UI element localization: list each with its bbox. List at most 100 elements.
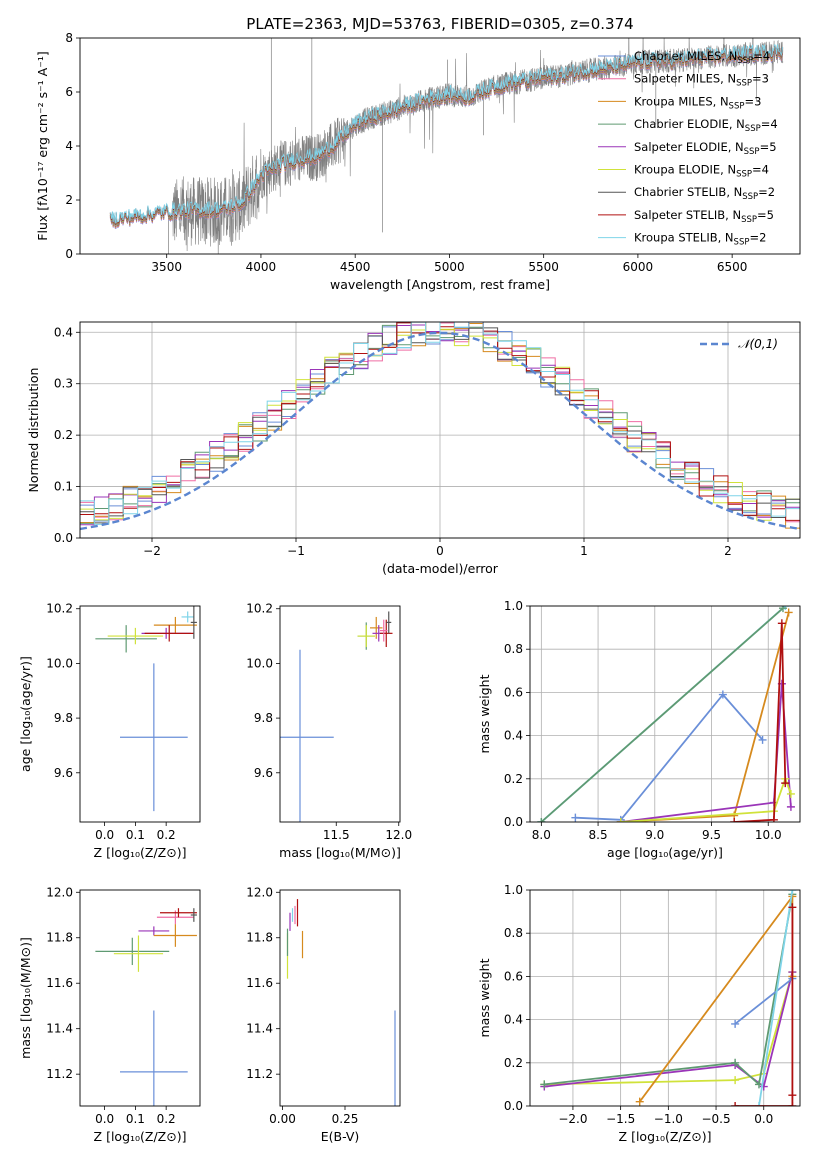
figure-title: PLATE=2363, MJD=53763, FIBERID=0305, z=0… <box>246 15 633 33</box>
errorbar-chabrier-elodie <box>95 625 157 653</box>
x-tick-label: 0 <box>436 544 444 558</box>
massweight-vs-age-panel: 8.0 8.5 9.0 9.5 10.0 0.0 0.2 0.4 0.6 0.8 1.0 age [l… <box>477 599 801 860</box>
errorbar-salpeter-stelib <box>160 908 197 918</box>
x-tick-label: −2 <box>143 544 161 558</box>
age-vs-mass-panel: 11.5 12.0 9.6 9.8 10.0 10.2 mass [log₁₀(M/M⊙)] <box>246 602 412 860</box>
errorbar-chabrier-stelib <box>190 606 197 639</box>
normal-curve <box>80 331 800 531</box>
x-tick-label: 5000 <box>434 260 465 274</box>
x-tick-label: 0.25 <box>332 1112 359 1126</box>
y-tick-label: 10.0 <box>46 656 73 670</box>
marker-kroupa-elodie <box>786 789 795 798</box>
x-axis-label: Z [log₁₀(Z/Z⊙)] <box>619 1129 712 1144</box>
y-axis-label: Flux [fλ10⁻¹⁷ erg cm⁻² s⁻¹ A⁻¹] <box>35 51 50 240</box>
series-kroupa-elodie <box>620 776 792 822</box>
legend-label-chabrier-elodie: Chabrier ELODIE, NSSP=4 <box>634 117 778 134</box>
errorbar-kroupa-stelib <box>181 611 194 623</box>
marker-salpeter-stelib <box>788 1091 797 1100</box>
marker-kroupa-elodie <box>731 1076 740 1085</box>
x-tick-label: 6000 <box>623 260 654 274</box>
x-tick-label: 9.5 <box>702 828 721 842</box>
x-tick-label: 3500 <box>151 260 182 274</box>
x-axis-label: Z [log₁₀(Z/Z⊙)] <box>94 845 187 860</box>
x-axis-label: age [log₁₀(age/yr)] <box>607 845 723 860</box>
y-tick-label: 1.0 <box>504 883 523 897</box>
x-tick-label: 0.2 <box>157 828 176 842</box>
x-tick-label: 8.0 <box>532 828 551 842</box>
x-axis-label: (data-model)/error <box>382 561 499 576</box>
x-tick-label: −2.0 <box>558 1112 587 1126</box>
marker-chabrier-miles <box>718 690 727 699</box>
legend-label-normal: 𝒩(0,1) <box>738 337 778 351</box>
mass-vs-Z-panel: 0.0 0.1 0.2 11.2 11.4 11.6 11.8 12.0 Z [log₁₀(Z/… <box>18 885 201 1144</box>
y-axis-label: Normed distribution <box>26 368 41 493</box>
errorbar-kroupa-elodie <box>357 625 375 648</box>
y-tick-label: 0.4 <box>504 1013 523 1027</box>
y-tick-label: 0.4 <box>54 325 73 339</box>
x-axis-label: mass [log₁₀(M/M⊙)] <box>279 845 401 860</box>
y-tick-label: 0.2 <box>54 428 73 442</box>
y-tick-label: 11.2 <box>46 1067 73 1081</box>
errorbar-kroupa-elodie <box>107 627 164 645</box>
marker-chabrier-elodie <box>537 818 546 822</box>
marker-kroupa-miles <box>784 608 793 617</box>
y-tick-label: 0.8 <box>504 642 523 656</box>
marker-salpeter-elodie <box>786 802 795 811</box>
age-vs-Z-panel: 0.0 0.1 0.2 9.6 9.8 10.0 10.2 Z [log₁₀(Z/Z⊙)] ag… <box>18 602 201 860</box>
x-axis-label: Z [log₁₀(Z/Z⊙)] <box>94 1129 187 1144</box>
x-tick-label: 2 <box>724 544 732 558</box>
marker-kroupa-elodie <box>616 818 625 822</box>
y-tick-label: 9.8 <box>254 711 273 725</box>
x-tick-label: 10.0 <box>755 828 782 842</box>
axes-frame <box>279 889 401 1107</box>
errorbar-kroupa-miles <box>370 616 383 639</box>
marker-salpeter-stelib <box>788 903 797 912</box>
y-tick-label: 1.0 <box>504 599 523 613</box>
legend-label-salpeter-elodie: Salpeter ELODIE, NSSP=5 <box>634 140 777 157</box>
y-tick-label: 11.6 <box>46 976 73 990</box>
x-axis-label: E(B-V) <box>321 1129 360 1144</box>
y-tick-label: 4 <box>65 139 73 153</box>
marker-chabrier-miles <box>571 813 580 822</box>
errorbar-chabrier-miles <box>120 1010 188 1106</box>
x-tick-label: 4000 <box>246 260 277 274</box>
spectrum-panel: 3500 4000 4500 5000 5500 6000 6500 0 2 4 6 8 wavelen… <box>35 31 801 292</box>
residuals-legend: 𝒩(0,1) <box>700 337 778 351</box>
errorbar-chabrier-miles <box>120 663 188 812</box>
y-tick-label: 10.0 <box>246 656 273 670</box>
mass-vs-EBV-panel: 0.00 0.25 11.2 11.4 11.6 11.8 12.0 E(B-V) <box>246 885 401 1144</box>
marker-salpeter-stelib <box>781 779 790 788</box>
y-tick-label: 10.2 <box>46 602 73 616</box>
axes-frame <box>529 889 801 1107</box>
legend-label-chabrier-miles: Chabrier MILES, NSSP=4 <box>634 49 770 66</box>
legend-label-salpeter-miles: Salpeter MILES, NSSP=3 <box>634 72 769 89</box>
x-tick-label: 0.0 <box>95 1112 114 1126</box>
y-tick-label: 9.8 <box>54 711 73 725</box>
errorbar-salpeter-elodie <box>138 926 170 936</box>
y-tick-label: 0.1 <box>54 480 73 494</box>
series-kroupa-stelib <box>758 890 794 1106</box>
legend-label-kroupa-stelib: Kroupa STELIB, NSSP=2 <box>634 231 766 248</box>
errorbar-kroupa-miles <box>153 616 197 634</box>
y-axis-label: mass [log₁₀(M/M⊙)] <box>18 937 33 1059</box>
y-tick-label: 11.8 <box>46 931 73 945</box>
legend-label-chabrier-stelib: Chabrier STELIB, NSSP=2 <box>634 185 775 202</box>
axes-frame <box>529 605 801 823</box>
y-tick-label: 0.6 <box>504 685 523 699</box>
x-tick-label: 4500 <box>340 260 371 274</box>
y-tick-label: 11.8 <box>246 931 273 945</box>
marker-chabrier-miles <box>758 735 767 744</box>
series-chabrier-elodie <box>540 607 784 822</box>
massweight-vs-Z-panel: −2.0 −1.5 −1.0 −0.5 0.0 0.0 0.2 0.4 0.6 0.8 1.0 Z [… <box>477 883 801 1144</box>
y-tick-label: 0.2 <box>504 772 523 786</box>
y-tick-label: 0.0 <box>504 815 523 829</box>
axes-frame <box>79 321 801 539</box>
y-tick-label: 9.6 <box>54 766 73 780</box>
x-tick-label: 0.00 <box>269 1112 296 1126</box>
x-tick-label: 11.5 <box>323 828 350 842</box>
marker-salpeter-elodie <box>759 1082 768 1091</box>
errorbar-chabrier-elodie <box>95 937 170 966</box>
y-tick-label: 0.6 <box>504 969 523 983</box>
y-tick-label: 11.4 <box>46 1022 73 1036</box>
